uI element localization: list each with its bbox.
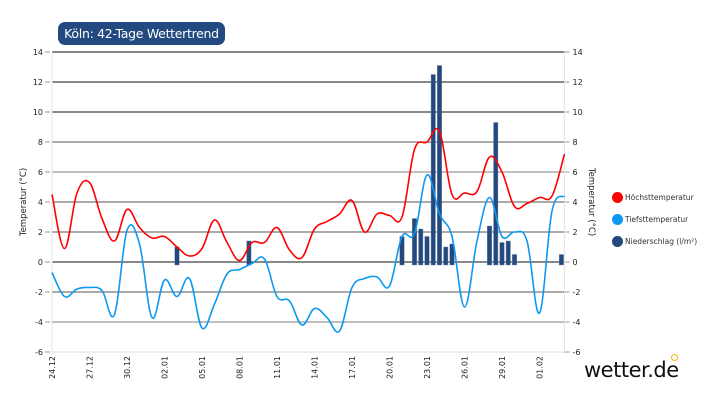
y-tick-label-left: 0 — [38, 258, 43, 267]
x-tick-label: 17.01 — [348, 356, 357, 379]
y-tick-label-right: 12 — [573, 78, 583, 87]
y-tick-label-left: -4 — [35, 318, 43, 327]
legend-label-precip: Niederschlag (l/m²) — [625, 236, 698, 246]
y-tick-label-right: 0 — [573, 258, 578, 267]
y-tick-label-right: 10 — [573, 108, 583, 117]
y-axis-label-left: Temperatur (°C) — [19, 168, 29, 237]
legend-swatch-min — [612, 213, 623, 225]
y-tick-label-left: -2 — [35, 288, 43, 297]
x-tick-label: 08.01 — [236, 356, 245, 379]
x-tick-label: 24.12 — [48, 356, 57, 379]
precipitation-bar — [443, 246, 449, 266]
chart-title: Köln: 42-Tage Wettertrend — [58, 22, 225, 45]
y-tick-label-left: 10 — [33, 108, 43, 117]
y-tick-label-right: -2 — [573, 288, 581, 297]
x-tick-label: 23.01 — [423, 356, 432, 379]
legend-item-min[interactable]: Tiefsttemperatur — [612, 208, 697, 230]
y-tick-label-left: 6 — [38, 168, 43, 177]
legend: Höchsttemperatur Tiefsttemperatur Nieder… — [612, 186, 697, 252]
precipitation-bar — [174, 246, 180, 266]
x-tick-label: 14.01 — [311, 356, 320, 379]
legend-swatch-max — [612, 191, 623, 203]
min-temperature-line — [51, 174, 566, 333]
legend-item-precip[interactable]: Niederschlag (l/m²) — [612, 230, 697, 252]
y-tick-label-left: 2 — [38, 228, 43, 237]
y-tick-label-right: 14 — [573, 48, 583, 57]
x-tick-label: 26.01 — [461, 356, 470, 379]
precipitation-bar — [412, 218, 417, 266]
precipitation-bar — [424, 236, 430, 266]
wetter-de-logo: wetter.de — [584, 358, 679, 382]
y-tick-label-left: 12 — [33, 78, 43, 87]
x-tick-label: 05.01 — [198, 356, 207, 379]
precipitation-bar — [512, 254, 517, 266]
logo-dot — [671, 354, 678, 361]
x-tick-label: 20.01 — [386, 356, 395, 379]
max-temperature-line — [51, 127, 566, 262]
precipitation-bar — [558, 254, 564, 266]
legend-label-min: Tiefsttemperatur — [625, 214, 689, 224]
y-tick-label-right: 8 — [573, 138, 578, 147]
y-tick-label-right: -4 — [573, 318, 581, 327]
precipitation-bar — [493, 122, 499, 266]
y-axis-label-right: Temperatur (°C) — [586, 167, 596, 236]
precipitation-bar — [437, 65, 442, 266]
y-tick-label-right: -6 — [573, 348, 581, 357]
precipitation-bar — [430, 74, 436, 266]
y-tick-label-right: 4 — [573, 198, 578, 207]
x-tick-label: 29.01 — [498, 356, 507, 379]
legend-item-max[interactable]: Höchsttemperatur — [612, 186, 697, 208]
precipitation-bar — [418, 228, 424, 266]
legend-label-max: Höchsttemperatur — [625, 192, 694, 202]
x-tick-label: 27.12 — [86, 356, 95, 379]
x-tick-label: 30.12 — [123, 356, 132, 379]
precipitation-bar — [499, 242, 505, 266]
y-tick-label-left: -6 — [35, 348, 43, 357]
x-tick-label: 02.01 — [161, 356, 170, 379]
y-tick-label-right: 6 — [573, 168, 578, 177]
precipitation-bar — [487, 225, 492, 266]
y-tick-label-left: 4 — [38, 198, 43, 207]
y-tick-label-right: 2 — [573, 228, 578, 237]
y-tick-label-left: 14 — [33, 48, 43, 57]
x-tick-label: 01.02 — [536, 356, 545, 379]
precipitation-bar — [505, 240, 511, 266]
x-tick-label: 11.01 — [273, 356, 282, 379]
y-tick-label-left: 8 — [38, 138, 43, 147]
legend-swatch-precip — [612, 235, 623, 247]
precipitation-bar — [449, 243, 455, 266]
